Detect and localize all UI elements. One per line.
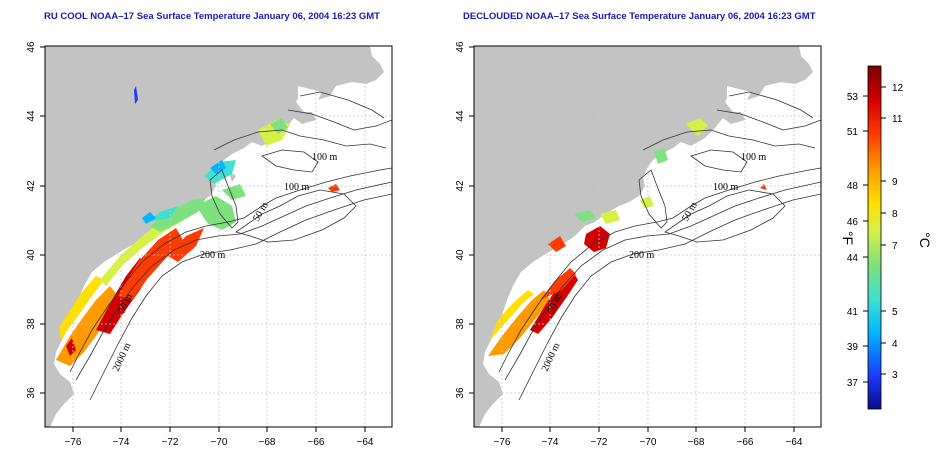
svg-text:−76: −76 <box>494 437 511 448</box>
contour-label-200m: 200 m <box>200 250 226 261</box>
map-panel-right: 100 m 100 m 50 m 200 m 2000 m 50 m −76 −… <box>455 41 822 448</box>
graticule-left <box>45 46 392 427</box>
svg-text:36: 36 <box>26 387 37 399</box>
svg-text:44: 44 <box>455 110 466 122</box>
land-mass <box>45 46 384 427</box>
svg-text:7: 7 <box>892 241 898 252</box>
lat-axis-right: 36 38 40 42 44 46 <box>455 41 466 399</box>
svg-text:44: 44 <box>847 253 859 264</box>
graticule-right <box>474 46 821 427</box>
temperature-colorbar: 53 51 48 46 44 41 39 37 12 11 9 8 7 5 4 … <box>840 65 933 410</box>
celsius-unit-label: °C <box>917 232 933 248</box>
map-panel-left: 100 m 100 m 50 m 200 m 2000 m 50 m −76 −… <box>26 41 393 448</box>
svg-text:53: 53 <box>847 92 859 103</box>
contour-label-100m-b: 100 m <box>713 182 739 193</box>
svg-text:−66: −66 <box>737 437 754 448</box>
svg-text:4: 4 <box>892 339 898 350</box>
sst-swath-right <box>488 118 767 356</box>
contour-label-100m-b: 100 m <box>284 182 310 193</box>
svg-text:38: 38 <box>26 318 37 330</box>
svg-text:37: 37 <box>847 378 859 389</box>
lon-axis-left: −76 −74 −72 −70 −68 −66 −64 <box>65 437 374 448</box>
svg-text:−72: −72 <box>591 437 608 448</box>
svg-text:46: 46 <box>455 41 466 53</box>
colorbar-celsius-ticks: 12 11 9 8 7 5 4 3 <box>892 83 904 381</box>
map-title-left: RU COOL NOAA–17 Sea Surface Temperature … <box>44 11 380 22</box>
svg-text:3: 3 <box>892 370 898 381</box>
land-mass <box>474 46 813 427</box>
svg-text:9: 9 <box>892 177 898 188</box>
svg-text:48: 48 <box>847 181 859 192</box>
colorbar-gradient <box>867 65 882 410</box>
svg-text:−74: −74 <box>542 437 559 448</box>
svg-text:−68: −68 <box>688 437 705 448</box>
bathymetry-contours-left <box>69 91 392 401</box>
contour-label-100m-a: 100 m <box>741 152 767 163</box>
lat-axis-left: 36 38 40 42 44 46 <box>26 41 37 399</box>
svg-text:51: 51 <box>847 127 859 138</box>
svg-text:36: 36 <box>455 387 466 399</box>
map-title-right: DECLOUDED NOAA–17 Sea Surface Temperatur… <box>463 11 816 22</box>
svg-text:40: 40 <box>26 249 37 261</box>
svg-text:−70: −70 <box>640 437 657 448</box>
contour-label-100m-a: 100 m <box>312 152 338 163</box>
colorbar-fahrenheit-ticks: 53 51 48 46 44 41 39 37 <box>847 92 859 389</box>
svg-text:−74: −74 <box>113 437 130 448</box>
svg-text:40: 40 <box>455 249 466 261</box>
svg-text:38: 38 <box>455 318 466 330</box>
contour-label-200m: 200 m <box>629 250 655 261</box>
svg-text:41: 41 <box>847 307 859 318</box>
svg-text:−66: −66 <box>308 437 325 448</box>
svg-text:−70: −70 <box>211 437 228 448</box>
svg-text:−64: −64 <box>357 437 374 448</box>
svg-text:44: 44 <box>26 110 37 122</box>
svg-text:−72: −72 <box>162 437 179 448</box>
svg-text:42: 42 <box>26 180 37 192</box>
svg-text:46: 46 <box>847 217 859 228</box>
svg-text:42: 42 <box>455 180 466 192</box>
bathymetry-contours-right <box>498 91 821 401</box>
svg-text:−76: −76 <box>65 437 82 448</box>
svg-text:−64: −64 <box>786 437 803 448</box>
svg-text:46: 46 <box>26 41 37 53</box>
svg-text:8: 8 <box>892 209 898 220</box>
svg-text:12: 12 <box>892 83 904 94</box>
svg-text:11: 11 <box>892 114 903 125</box>
svg-text:−68: −68 <box>259 437 276 448</box>
fahrenheit-unit-label: °F <box>840 231 856 245</box>
lon-axis-right: −76 −74 −72 −70 −68 −66 −64 <box>494 437 803 448</box>
svg-text:39: 39 <box>847 342 859 353</box>
svg-text:5: 5 <box>892 307 898 318</box>
